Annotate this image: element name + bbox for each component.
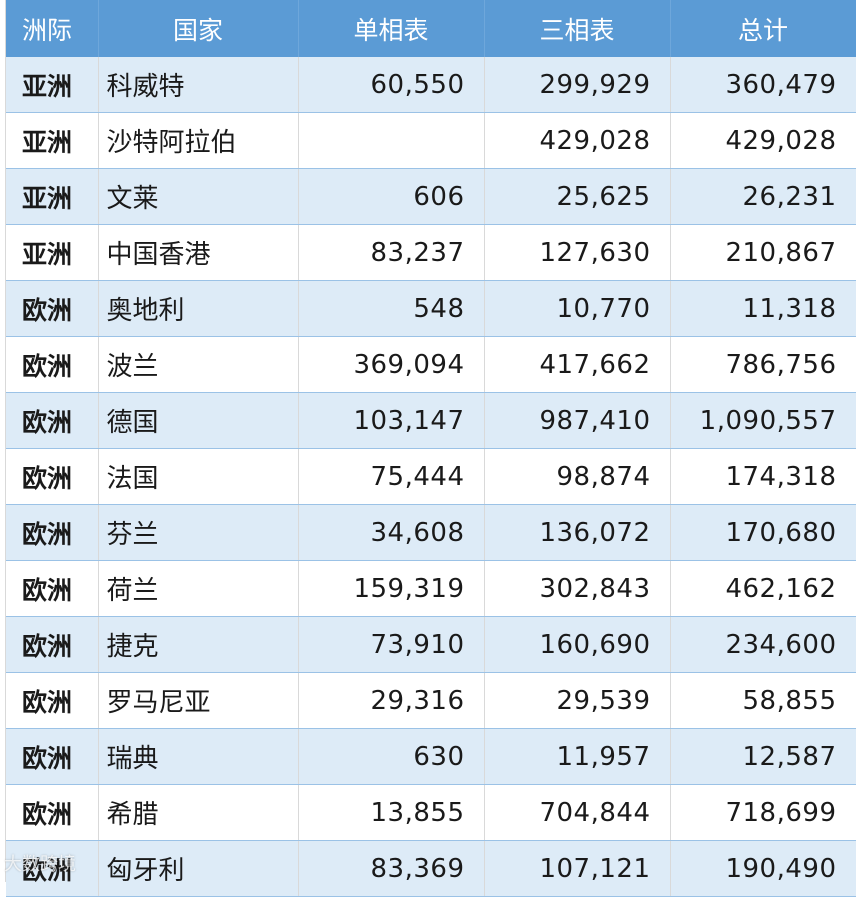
cell-continent[interactable]: 亚洲: [6, 224, 99, 281]
cell-continent[interactable]: 亚洲: [6, 168, 99, 225]
cell-continent[interactable]: 欧洲: [6, 616, 99, 673]
cell-single-phase[interactable]: 369,094: [298, 336, 485, 393]
table-row: 欧洲 芬兰 34,608 136,072 170,680: [6, 504, 856, 561]
table-row: 欧洲 瑞典 630 11,957 12,587: [6, 728, 856, 785]
cell-single-phase[interactable]: 606: [298, 168, 485, 225]
cell-three-phase[interactable]: 299,929: [484, 57, 671, 113]
table-row: 欧洲 奥地利 548 10,770 11,318: [6, 280, 856, 337]
cell-continent[interactable]: 亚洲: [6, 57, 99, 113]
cell-country[interactable]: 希腊: [98, 784, 299, 841]
cell-total[interactable]: 210,867: [670, 224, 856, 281]
cell-three-phase[interactable]: 11,957: [484, 728, 671, 785]
table-row: 欧洲 荷兰 159,319 302,843 462,162: [6, 560, 856, 617]
cell-continent[interactable]: 欧洲: [6, 784, 99, 841]
sheet-left-gutter: [0, 0, 6, 882]
cell-three-phase[interactable]: 302,843: [484, 560, 671, 617]
cell-single-phase[interactable]: 13,855: [298, 784, 485, 841]
cell-three-phase[interactable]: 160,690: [484, 616, 671, 673]
cell-single-phase[interactable]: 548: [298, 280, 485, 337]
cell-total[interactable]: 170,680: [670, 504, 856, 561]
cell-continent[interactable]: 欧洲: [6, 840, 99, 897]
cell-country[interactable]: 奥地利: [98, 280, 299, 337]
cell-total[interactable]: 429,028: [670, 112, 856, 169]
cell-continent[interactable]: 亚洲: [6, 112, 99, 169]
meter-export-table: 洲际 国家 单相表 三相表 总计 亚洲 科威特 60,550 299,929 3…: [6, 0, 856, 897]
header-continent[interactable]: 洲际: [6, 0, 99, 57]
cell-country[interactable]: 捷克: [98, 616, 299, 673]
cell-country[interactable]: 芬兰: [98, 504, 299, 561]
cell-total[interactable]: 462,162: [670, 560, 856, 617]
cell-country[interactable]: 科威特: [98, 57, 299, 113]
table-row: 欧洲 波兰 369,094 417,662 786,756: [6, 336, 856, 393]
cell-country[interactable]: 波兰: [98, 336, 299, 393]
cell-continent[interactable]: 欧洲: [6, 728, 99, 785]
header-three-phase[interactable]: 三相表: [484, 0, 671, 57]
cell-total[interactable]: 786,756: [670, 336, 856, 393]
cell-country[interactable]: 法国: [98, 448, 299, 505]
header-country[interactable]: 国家: [98, 0, 299, 57]
table-row: 欧洲 罗马尼亚 29,316 29,539 58,855: [6, 672, 856, 729]
table-row: 亚洲 沙特阿拉伯 429,028 429,028: [6, 112, 856, 169]
cell-total[interactable]: 360,479: [670, 57, 856, 113]
cell-three-phase[interactable]: 10,770: [484, 280, 671, 337]
cell-total[interactable]: 26,231: [670, 168, 856, 225]
cell-single-phase[interactable]: 83,369: [298, 840, 485, 897]
cell-total[interactable]: 174,318: [670, 448, 856, 505]
cell-continent[interactable]: 欧洲: [6, 280, 99, 337]
cell-total[interactable]: 234,600: [670, 616, 856, 673]
cell-single-phase[interactable]: 103,147: [298, 392, 485, 449]
cell-three-phase[interactable]: 417,662: [484, 336, 671, 393]
cell-three-phase[interactable]: 98,874: [484, 448, 671, 505]
cell-three-phase[interactable]: 29,539: [484, 672, 671, 729]
cell-country[interactable]: 瑞典: [98, 728, 299, 785]
cell-single-phase[interactable]: [298, 112, 485, 169]
cell-continent[interactable]: 欧洲: [6, 336, 99, 393]
cell-country[interactable]: 中国香港: [98, 224, 299, 281]
table-row: 欧洲 法国 75,444 98,874 174,318: [6, 448, 856, 505]
cell-three-phase[interactable]: 987,410: [484, 392, 671, 449]
cell-continent[interactable]: 欧洲: [6, 504, 99, 561]
table-row: 亚洲 科威特 60,550 299,929 360,479: [6, 57, 856, 113]
cell-total[interactable]: 1,090,557: [670, 392, 856, 449]
cell-continent[interactable]: 欧洲: [6, 672, 99, 729]
cell-three-phase[interactable]: 107,121: [484, 840, 671, 897]
cell-single-phase[interactable]: 34,608: [298, 504, 485, 561]
cell-total[interactable]: 58,855: [670, 672, 856, 729]
header-row: 洲际 国家 单相表 三相表 总计: [6, 0, 856, 57]
header-total[interactable]: 总计: [670, 0, 856, 57]
cell-total[interactable]: 718,699: [670, 784, 856, 841]
table-row: 欧洲 匈牙利 83,369 107,121 190,490: [6, 840, 856, 897]
cell-three-phase[interactable]: 429,028: [484, 112, 671, 169]
cell-total[interactable]: 11,318: [670, 280, 856, 337]
cell-country[interactable]: 沙特阿拉伯: [98, 112, 299, 169]
table-row: 欧洲 希腊 13,855 704,844 718,699: [6, 784, 856, 841]
cell-total[interactable]: 12,587: [670, 728, 856, 785]
table-row: 亚洲 文莱 606 25,625 26,231: [6, 168, 856, 225]
cell-total[interactable]: 190,490: [670, 840, 856, 897]
cell-country[interactable]: 荷兰: [98, 560, 299, 617]
cell-country[interactable]: 罗马尼亚: [98, 672, 299, 729]
cell-single-phase[interactable]: 73,910: [298, 616, 485, 673]
cell-single-phase[interactable]: 29,316: [298, 672, 485, 729]
cell-single-phase[interactable]: 159,319: [298, 560, 485, 617]
cell-single-phase[interactable]: 83,237: [298, 224, 485, 281]
cell-single-phase[interactable]: 60,550: [298, 57, 485, 113]
table-row: 欧洲 德国 103,147 987,410 1,090,557: [6, 392, 856, 449]
cell-country[interactable]: 匈牙利: [98, 840, 299, 897]
cell-three-phase[interactable]: 127,630: [484, 224, 671, 281]
cell-single-phase[interactable]: 630: [298, 728, 485, 785]
cell-continent[interactable]: 欧洲: [6, 448, 99, 505]
cell-single-phase[interactable]: 75,444: [298, 448, 485, 505]
cell-three-phase[interactable]: 25,625: [484, 168, 671, 225]
cell-continent[interactable]: 欧洲: [6, 560, 99, 617]
cell-continent[interactable]: 欧洲: [6, 392, 99, 449]
cell-three-phase[interactable]: 704,844: [484, 784, 671, 841]
table-row: 欧洲 捷克 73,910 160,690 234,600: [6, 616, 856, 673]
table-row: 亚洲 中国香港 83,237 127,630 210,867: [6, 224, 856, 281]
header-single-phase[interactable]: 单相表: [298, 0, 485, 57]
cell-three-phase[interactable]: 136,072: [484, 504, 671, 561]
cell-country[interactable]: 文莱: [98, 168, 299, 225]
cell-country[interactable]: 德国: [98, 392, 299, 449]
